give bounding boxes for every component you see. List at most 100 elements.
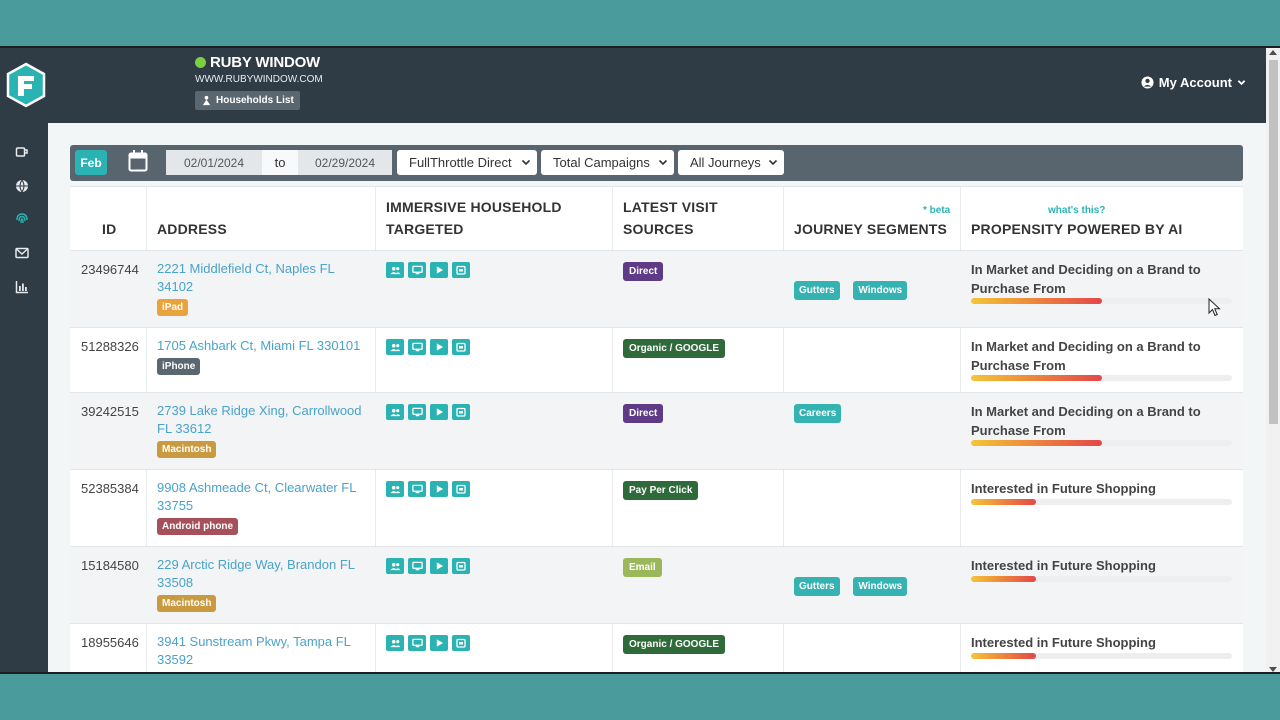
table-row[interactable]: 23496744 2221 Middlefield Ct, Naples FL 34…	[70, 250, 1243, 327]
calendar-icon[interactable]	[128, 149, 148, 173]
propensity-bar-fill	[971, 499, 1037, 505]
propensity-line1: In Market and Deciding on a Brand to	[971, 262, 1201, 277]
source-badge: Direct	[623, 404, 664, 423]
address-link[interactable]: 2739 Lake Ridge Xing, Carrollwood FL 3361…	[157, 402, 362, 438]
header-sources-line2: SOURCES	[623, 221, 694, 237]
households-list-button[interactable]: Households List	[195, 91, 300, 110]
row-id: 52385384	[81, 481, 139, 496]
header-address[interactable]: ADDRESS	[157, 221, 227, 237]
address-link[interactable]: 229 Arctic Ridge Way, Brandon FL 33508	[157, 556, 362, 592]
row-id: 51288326	[81, 339, 139, 354]
play-icon[interactable]	[430, 339, 448, 355]
household-icon	[202, 95, 211, 106]
users-icon[interactable]	[386, 404, 404, 420]
propensity-line1: Interested in Future Shopping	[971, 481, 1156, 496]
postcard-icon[interactable]	[452, 558, 470, 574]
propensity-bar	[971, 375, 1232, 381]
header-id[interactable]: ID	[102, 221, 117, 237]
segment-badge: Careers	[794, 404, 842, 423]
table-row[interactable]: 39242515 2739 Lake Ridge Xing, Carrollwoo…	[70, 392, 1243, 469]
address-line2: 33592	[157, 652, 194, 667]
postcard-icon[interactable]	[452, 404, 470, 420]
propensity-line2: Purchase From	[971, 423, 1066, 438]
monitor-icon[interactable]	[408, 404, 426, 420]
address-link[interactable]: 9908 Ashmeade Ct, Clearwater FL 33755	[157, 479, 362, 515]
address-line2: 33508	[157, 575, 194, 590]
propensity-bar	[971, 499, 1232, 505]
segment-badge: Windows	[853, 281, 908, 300]
chevron-down-icon	[658, 159, 668, 166]
play-icon[interactable]	[430, 558, 448, 574]
propensity-line2: Purchase From	[971, 281, 1066, 296]
address-line1: 1705 Ashbark Ct, Miami FL 330101	[157, 338, 361, 353]
users-icon[interactable]	[386, 262, 404, 278]
bar-chart-icon[interactable]	[13, 278, 31, 296]
play-icon[interactable]	[430, 635, 448, 651]
status-dot-icon	[195, 57, 206, 68]
monitor-icon[interactable]	[408, 558, 426, 574]
brand-name: RUBY WINDOW	[210, 54, 321, 71]
table-row[interactable]: 15184580 229 Arctic Ridge Way, Brandon FL…	[70, 546, 1243, 623]
coffee-icon[interactable]	[13, 143, 31, 161]
play-icon[interactable]	[430, 481, 448, 497]
address-link[interactable]: 3941 Sunstream Pkwy, Tampa FL 33592	[157, 633, 362, 669]
fingerprint-icon[interactable]	[13, 210, 31, 228]
mouse-cursor-icon	[1208, 298, 1221, 317]
immersive-icons	[386, 481, 470, 497]
postcard-icon[interactable]	[452, 339, 470, 355]
monitor-icon[interactable]	[408, 262, 426, 278]
channel-select[interactable]: FullThrottle Direct	[397, 150, 537, 175]
envelope-icon[interactable]	[13, 244, 31, 262]
monitor-icon[interactable]	[408, 635, 426, 651]
row-id: 23496744	[81, 262, 139, 277]
monitor-icon[interactable]	[408, 481, 426, 497]
date-to-input[interactable]: 02/29/2024	[298, 150, 392, 175]
propensity-bar	[971, 653, 1232, 659]
table-row[interactable]: 51288326 1705 Ashbark Ct, Miami FL 330101…	[70, 327, 1243, 392]
row-id: 18955646	[81, 635, 139, 650]
postcard-icon[interactable]	[452, 635, 470, 651]
postcard-icon[interactable]	[452, 262, 470, 278]
propensity-text: In Market and Deciding on a Brand to Purc…	[971, 260, 1211, 298]
monitor-icon[interactable]	[408, 339, 426, 355]
my-account-menu[interactable]: My Account	[1141, 75, 1246, 90]
date-from-input[interactable]: 02/01/2024	[166, 150, 262, 175]
scroll-down-arrow-icon[interactable]	[1269, 667, 1277, 672]
header-sources-line1: LATEST VISIT	[623, 199, 718, 215]
propensity-bar-fill	[971, 298, 1102, 304]
immersive-icons	[386, 558, 470, 574]
immersive-icons	[386, 404, 470, 420]
table-row[interactable]: 52385384 9908 Ashmeade Ct, Clearwater FL 3…	[70, 469, 1243, 546]
device-badge: Macintosh	[157, 441, 217, 458]
campaigns-select[interactable]: Total Campaigns	[541, 150, 674, 175]
globe-icon[interactable]	[13, 177, 31, 195]
scroll-up-arrow-icon[interactable]	[1269, 50, 1277, 55]
filter-bar: Feb 02/01/2024 to 02/29/2024 FullThrottl…	[70, 145, 1243, 181]
month-button[interactable]: Feb	[75, 150, 107, 175]
scroll-thumb[interactable]	[1269, 60, 1278, 424]
journeys-select[interactable]: All Journeys	[678, 150, 784, 175]
table-row[interactable]: 18955646 3941 Sunstream Pkwy, Tampa FL 335…	[70, 623, 1243, 672]
propensity-line1: Interested in Future Shopping	[971, 635, 1156, 650]
row-id: 39242515	[81, 404, 139, 419]
top-bar: RUBY WINDOW WWW.RUBYWINDOW.COM Household…	[0, 48, 1280, 123]
propensity-line1: Interested in Future Shopping	[971, 558, 1156, 573]
header-journey-segments: JOURNEY SEGMENTS	[794, 221, 948, 237]
users-icon[interactable]	[386, 481, 404, 497]
play-icon[interactable]	[430, 262, 448, 278]
users-icon[interactable]	[386, 635, 404, 651]
whats-this-link[interactable]: what's this?	[1048, 205, 1106, 216]
logo-icon[interactable]	[5, 62, 47, 108]
propensity-line1: In Market and Deciding on a Brand to	[971, 339, 1201, 354]
play-icon[interactable]	[430, 404, 448, 420]
propensity-line2: Purchase From	[971, 358, 1066, 373]
beta-note: * beta	[923, 205, 951, 216]
chevron-down-icon	[1237, 80, 1246, 86]
postcard-icon[interactable]	[452, 481, 470, 497]
address-link[interactable]: 1705 Ashbark Ct, Miami FL 330101	[157, 337, 362, 355]
users-icon[interactable]	[386, 558, 404, 574]
header-immersive-line1: IMMERSIVE HOUSEHOLD	[386, 199, 562, 215]
address-link[interactable]: 2221 Middlefield Ct, Naples FL 34102	[157, 260, 362, 296]
vertical-scrollbar[interactable]	[1266, 48, 1280, 672]
users-icon[interactable]	[386, 339, 404, 355]
